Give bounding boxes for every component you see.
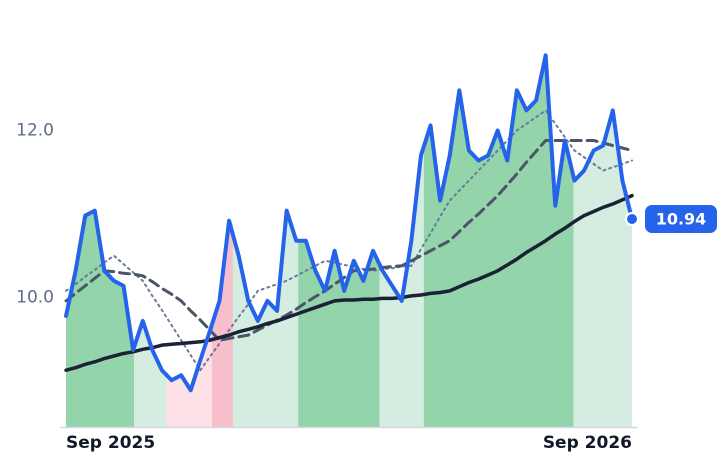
band: [134, 320, 167, 427]
band: [211, 220, 233, 427]
series-line: [64, 53, 634, 393]
band: [166, 324, 212, 427]
last-point: [625, 212, 639, 227]
last-value-label: 10.94: [656, 210, 707, 229]
labels: 10.0 12.0 Sep 2025 Sep 2026 10.94: [16, 120, 717, 453]
x-tick-label: Sep 2025: [66, 433, 155, 453]
value-pill: [645, 205, 717, 234]
band: [66, 210, 135, 427]
series-line: [65, 109, 633, 372]
band: [379, 146, 424, 427]
series-line: [64, 193, 634, 372]
lines: [64, 53, 634, 393]
y-tick-label: 10.0: [16, 288, 54, 308]
band: [573, 110, 632, 428]
y-tick-label: 12.0: [16, 120, 54, 140]
x-tick-label: Sep 2026: [543, 433, 632, 453]
band: [232, 210, 299, 427]
band: [423, 55, 574, 427]
band: [298, 240, 380, 427]
